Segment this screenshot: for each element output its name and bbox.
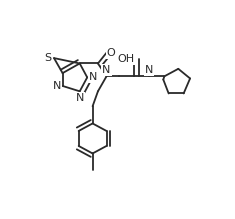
Text: S: S [44,53,51,63]
Text: O: O [107,48,116,58]
Text: OH: OH [118,54,135,64]
Text: N: N [75,93,84,103]
Text: N: N [52,81,61,91]
Text: N: N [102,65,111,75]
Text: N: N [89,72,98,82]
Text: N: N [145,65,153,75]
